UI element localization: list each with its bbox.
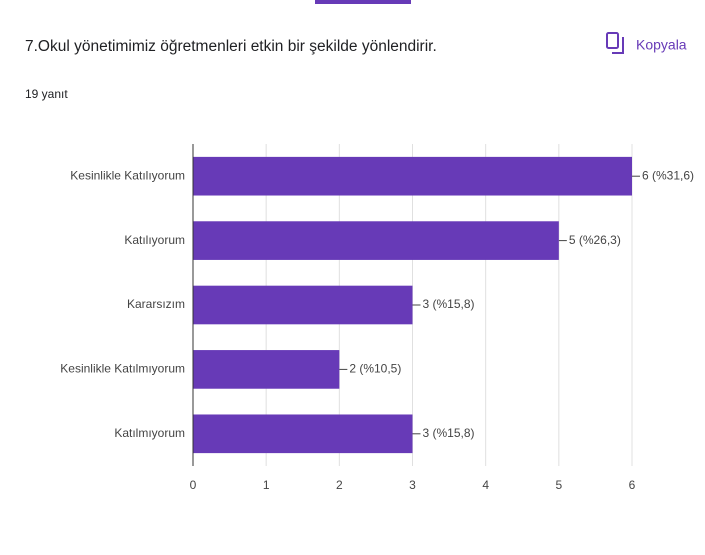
x-tick-label: 0 bbox=[190, 478, 197, 492]
chart-subtitle: 19 yanıt bbox=[25, 87, 68, 101]
tab-indicator bbox=[315, 0, 411, 4]
bar bbox=[193, 350, 340, 389]
y-tick-label: Kesinlikle Katılıyorum bbox=[70, 168, 185, 182]
copy-icon-back bbox=[612, 37, 624, 54]
chart-title: 7.Okul yönetimimiz öğretmenleri etkin bi… bbox=[25, 38, 437, 55]
bar bbox=[193, 285, 413, 325]
data-label: 3 (%15,8) bbox=[423, 297, 475, 311]
x-tick-label: 1 bbox=[263, 478, 270, 492]
data-label: 3 (%15,8) bbox=[423, 426, 475, 440]
data-label: 2 (%10,5) bbox=[349, 362, 401, 376]
copy-label[interactable]: Kopyala bbox=[636, 37, 687, 53]
copy-button[interactable]: Kopyala bbox=[606, 32, 687, 54]
copy-icon bbox=[606, 32, 619, 49]
data-label: 6 (%31,6) bbox=[642, 168, 694, 182]
y-tick-label: Katılmıyorum bbox=[114, 426, 185, 440]
y-tick-label: Kararsızım bbox=[127, 297, 185, 311]
bar bbox=[193, 414, 413, 454]
x-tick-label: 2 bbox=[336, 478, 343, 492]
x-tick-label: 3 bbox=[409, 478, 416, 492]
bar bbox=[193, 221, 559, 260]
y-tick-label: Katılıyorum bbox=[124, 233, 185, 247]
x-tick-label: 4 bbox=[482, 478, 489, 492]
x-tick-label: 5 bbox=[555, 478, 562, 492]
bar bbox=[193, 156, 632, 196]
y-tick-label: Kesinlikle Katılmıyorum bbox=[60, 362, 185, 376]
data-label: 5 (%26,3) bbox=[569, 233, 621, 247]
x-tick-label: 6 bbox=[629, 478, 636, 492]
